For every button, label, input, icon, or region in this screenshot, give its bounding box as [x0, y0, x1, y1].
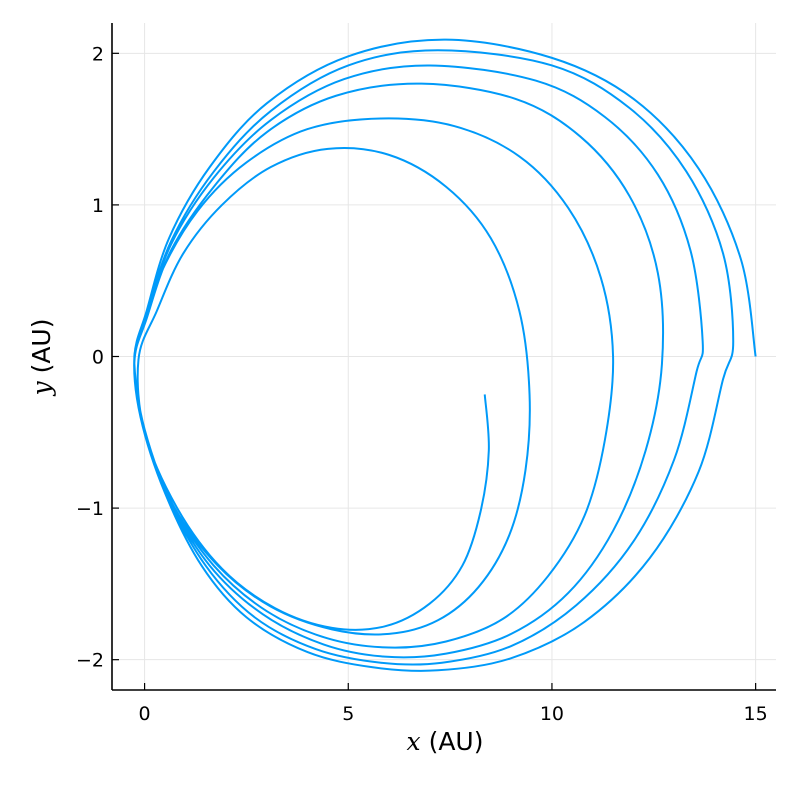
x-ticks: 0 5 10 15 [139, 683, 768, 725]
x-tick-label: 10 [540, 703, 564, 725]
y-tick-label: 2 [92, 43, 104, 65]
x-axis-variable: x [407, 727, 421, 756]
x-tick-label: 0 [139, 703, 151, 725]
grid-lines [112, 23, 776, 690]
y-ticks: −2 −1 0 1 2 [76, 43, 119, 672]
x-tick-label: 5 [342, 703, 354, 725]
y-tick-label: −2 [76, 650, 104, 672]
x-axis-label: x (AU) [407, 727, 484, 756]
x-axis-unit: (AU) [421, 727, 484, 756]
y-tick-label: 1 [92, 195, 104, 217]
y-tick-label: −1 [76, 498, 104, 520]
y-axis-label: y (AU) [27, 319, 56, 397]
x-tick-label: 15 [744, 703, 768, 725]
y-axis-unit: (AU) [27, 319, 56, 382]
y-axis-variable: y [27, 380, 56, 396]
y-tick-label: 0 [92, 347, 104, 369]
trajectory-line [133, 38, 757, 672]
series-layer [133, 38, 757, 672]
